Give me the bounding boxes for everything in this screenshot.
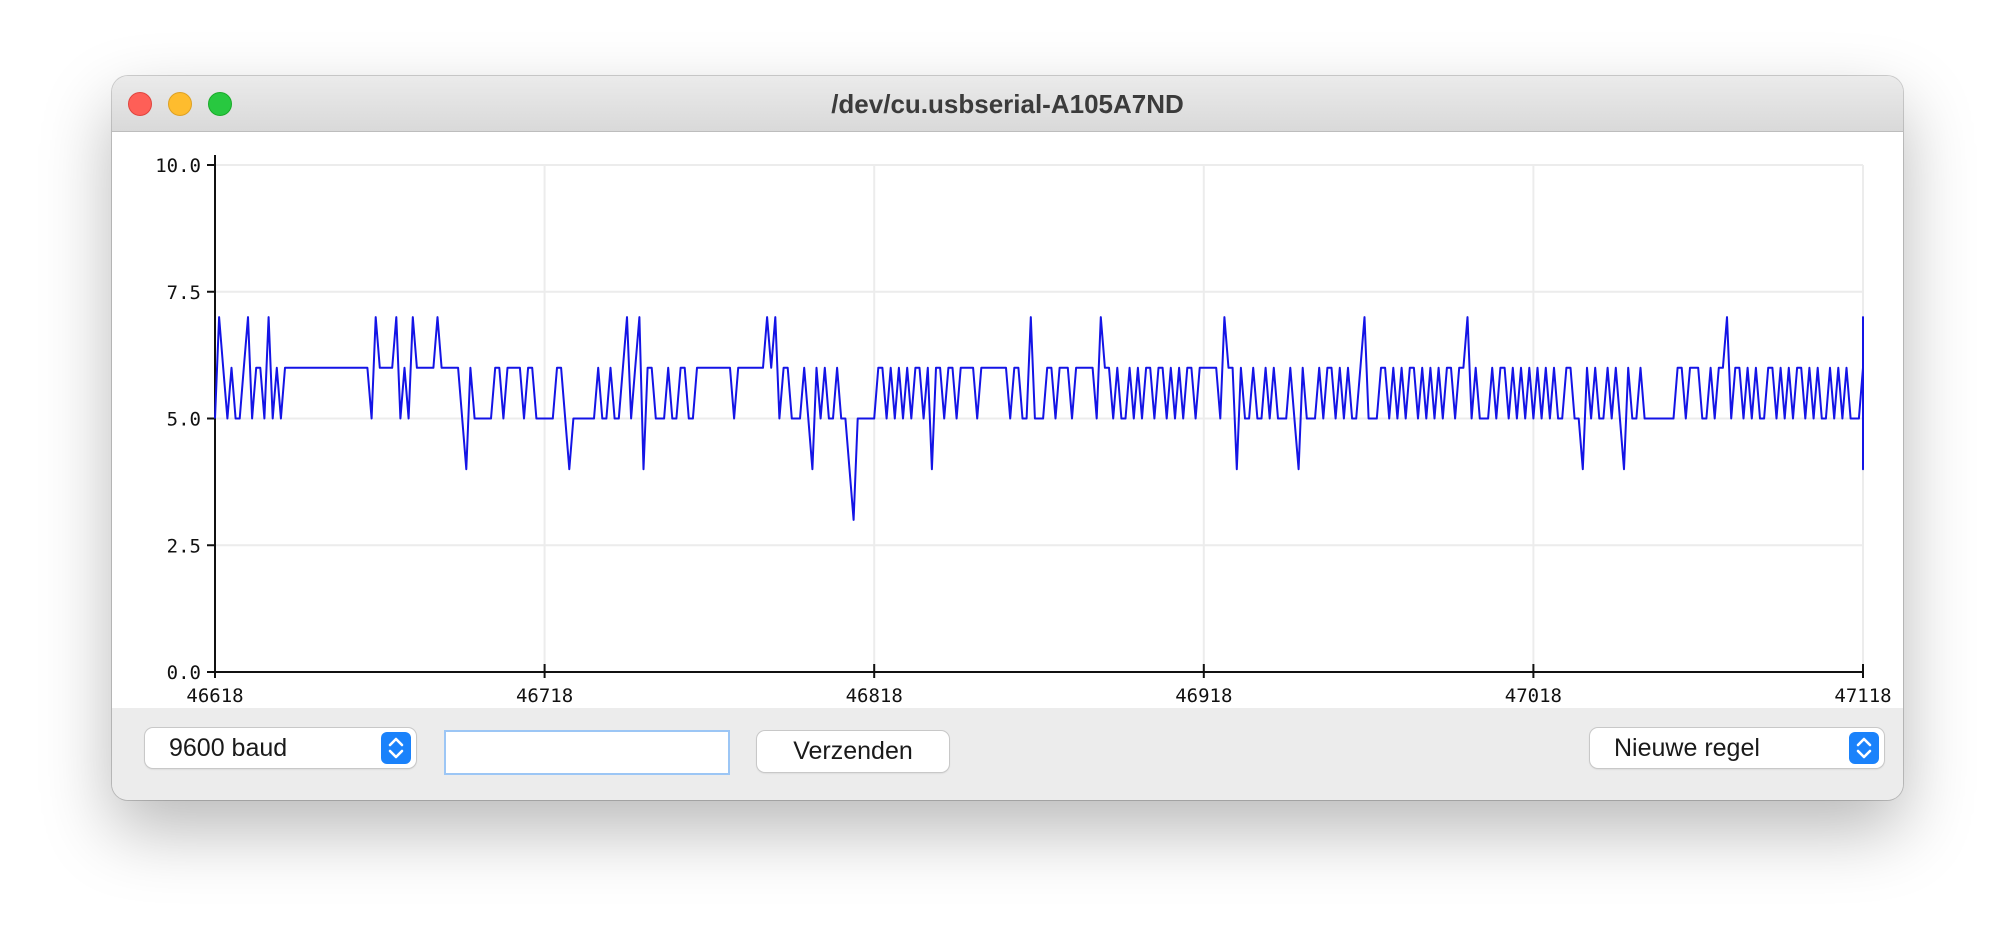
y-tick-label: 0.0 (167, 662, 201, 684)
serial-plotter-window: /dev/cu.usbserial-A105A7ND 0.0 2.5 5.0 7.5 1… (112, 76, 1903, 800)
chevron-up-down-icon (1849, 732, 1879, 764)
x-tick-label: 46818 (846, 685, 903, 707)
x-tick-label: 47018 (1505, 685, 1562, 707)
y-tick-label: 10.0 (155, 155, 201, 177)
plot-area: 0.0 2.5 5.0 7.5 10.0 46618 46718 46818 46918 4701… (112, 132, 1903, 708)
baud-rate-select[interactable]: 9600 baud (145, 728, 416, 768)
line-ending-label: Nieuwe regel (1614, 734, 1760, 762)
y-tick-label: 2.5 (167, 535, 201, 557)
x-tick-label: 46918 (1175, 685, 1232, 707)
zoom-window-button[interactable] (208, 92, 232, 116)
window-title: /dev/cu.usbserial-A105A7ND (831, 89, 1184, 119)
bottom-toolbar: 9600 baud Verzenden Nieuwe regel (112, 708, 1903, 800)
baud-rate-label: 9600 baud (169, 734, 288, 762)
serial-plot-chart: 0.0 2.5 5.0 7.5 10.0 46618 46718 46818 46918 4701… (155, 155, 1892, 707)
title-bar: /dev/cu.usbserial-A105A7ND (112, 76, 1903, 132)
y-tick-label: 7.5 (167, 282, 201, 304)
close-window-button[interactable] (128, 92, 152, 116)
send-button[interactable]: Verzenden (757, 731, 949, 772)
chevron-up-down-icon (381, 732, 411, 764)
line-ending-select[interactable]: Nieuwe regel (1590, 728, 1884, 768)
x-tick-label: 46718 (516, 685, 573, 707)
minimize-window-button[interactable] (168, 92, 192, 116)
message-input[interactable] (444, 730, 730, 775)
series-line (214, 316, 1864, 521)
y-tick-label: 5.0 (167, 409, 201, 431)
x-tick-label: 46618 (186, 685, 243, 707)
x-tick-label: 47118 (1834, 685, 1891, 707)
